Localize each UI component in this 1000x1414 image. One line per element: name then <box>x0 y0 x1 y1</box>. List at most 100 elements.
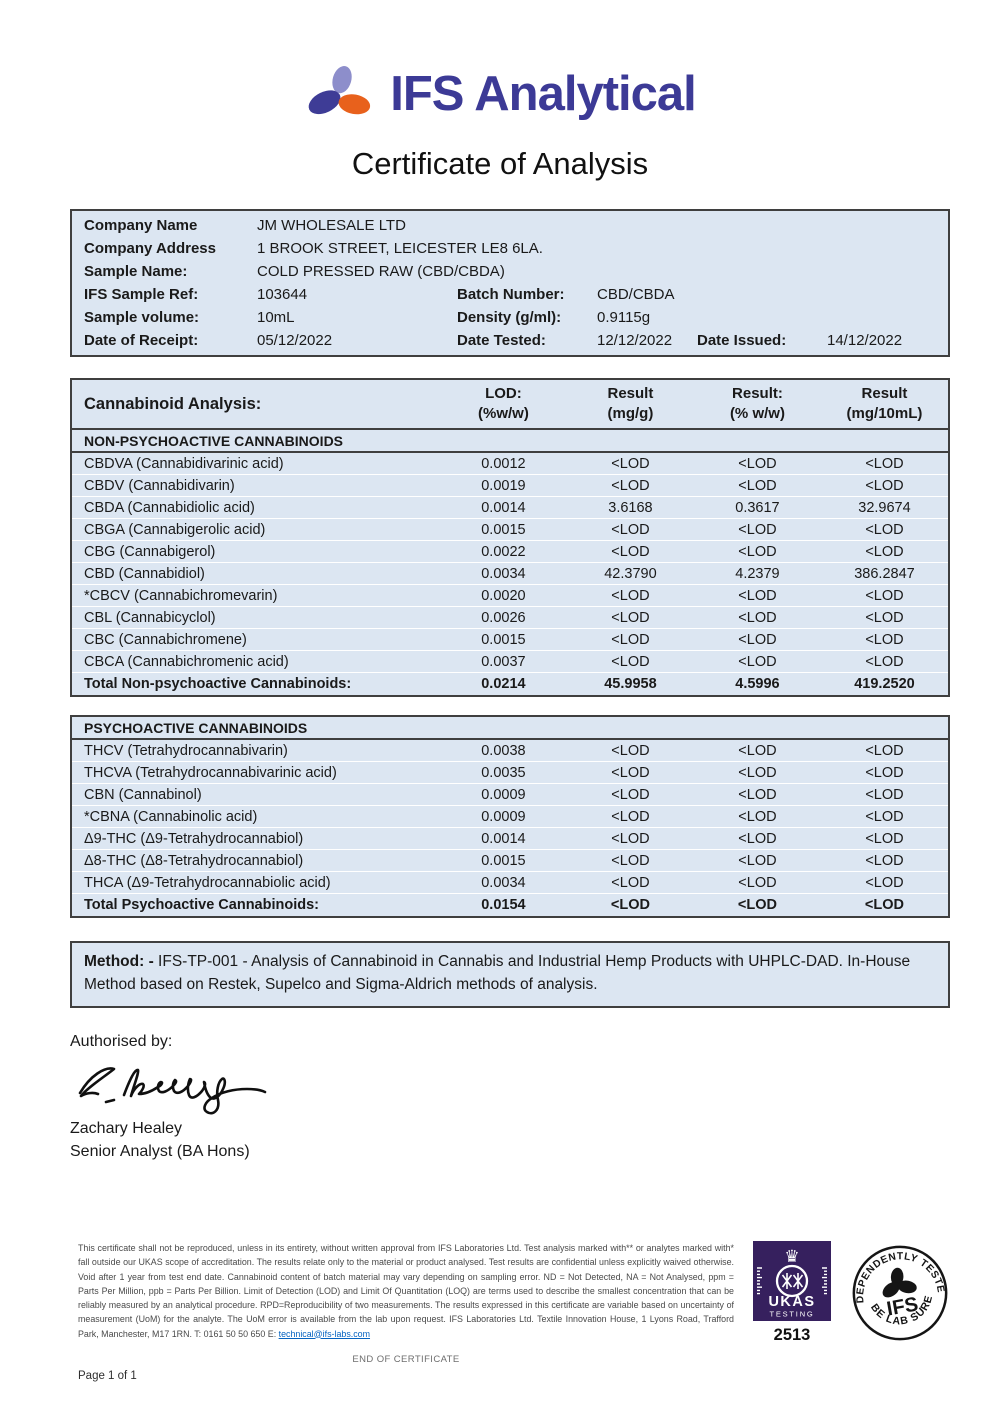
analyte-name: CBDA (Cannabidiolic acid) <box>84 499 255 516</box>
result-mg-g: <LOD <box>611 587 650 604</box>
end-of-certificate-label: END OF CERTIFICATE <box>352 1354 460 1365</box>
analyte-name: CBG (Cannabigerol) <box>84 543 216 560</box>
authorisation-block: Authorised by: Zachary Healey Senior Ana… <box>70 1030 1000 1164</box>
result-pct-ww: <LOD <box>738 587 777 604</box>
result-pct-ww: <LOD <box>738 786 777 803</box>
result-mg-g: <LOD <box>611 764 650 781</box>
non-psychoactive-rows: CBDVA (Cannabidivarinic acid) 0.0012 <LO… <box>72 453 948 695</box>
result-mg-g: <LOD <box>611 786 650 803</box>
lod-value: 0.0034 <box>481 565 526 582</box>
result-mg-g: <LOD <box>611 653 650 670</box>
technical-email-link[interactable]: technical@ifs-labs.com <box>278 1328 371 1339</box>
lod-value: 0.0038 <box>481 742 526 759</box>
analysis-table-row: *CBCV (Cannabichromevarin) 0.0020 <LOD <… <box>72 585 948 607</box>
analysis-table-title: Cannabinoid Analysis: <box>84 394 262 413</box>
result-mg-10ml: 419.2520 <box>854 676 915 692</box>
column-header-line: LOD: <box>485 384 522 402</box>
ukas-accreditation-number: 2513 <box>773 1326 811 1344</box>
result-mg-g: <LOD <box>611 852 650 869</box>
analysis-table-row: CBCA (Cannabichromenic acid) 0.0037 <LOD… <box>72 651 948 673</box>
ifs-logo-icon <box>308 66 371 115</box>
analysis-table-row: CBDVA (Cannabidivarinic acid) 0.0012 <LO… <box>72 453 948 475</box>
stamp-trefoil-icon <box>882 1267 917 1298</box>
column-header-line: Result <box>861 384 908 402</box>
brand-header: IFS Analytical <box>0 0 1000 126</box>
analysis-table-row: Δ8-THC (Δ8-Tetrahydrocannabiol) 0.0015 <… <box>72 850 948 872</box>
result-mg-g: <LOD <box>611 631 650 648</box>
result-mg-10ml: <LOD <box>864 897 904 913</box>
signatory-role: Senior Analyst (BA Hons) <box>70 1142 250 1160</box>
result-mg-10ml: <LOD <box>865 808 904 825</box>
analysis-table-row: CBC (Cannabichromene) 0.0015 <LOD <LOD <… <box>72 629 948 651</box>
result-mg-g: <LOD <box>611 521 650 538</box>
cannabinoid-analysis-table: Cannabinoid Analysis: LOD: (%w/w) Result… <box>70 378 950 697</box>
info-value: 05/12/2022 <box>257 332 333 349</box>
certificate-footer: This certificate shall not be reproduced… <box>78 1241 952 1382</box>
result-mg-10ml: <LOD <box>865 455 904 472</box>
result-pct-ww: <LOD <box>737 897 777 913</box>
result-pct-ww: <LOD <box>738 543 777 560</box>
analyte-name: THCV (Tetrahydrocannabivarin) <box>84 742 288 759</box>
column-header-result-mg10ml: Result (mg/10mL) <box>821 384 948 425</box>
result-mg-g: <LOD <box>611 742 650 759</box>
result-mg-10ml: <LOD <box>865 587 904 604</box>
info-value: CBD/CBDA <box>597 286 675 303</box>
lod-value: 0.0015 <box>481 631 526 648</box>
analyte-name: Total Psychoactive Cannabinoids: <box>84 897 320 913</box>
analysis-table-row: Total Non-psychoactive Cannabinoids: 0.0… <box>72 673 948 695</box>
result-pct-ww: 4.2379 <box>735 565 780 582</box>
analysis-table-row: CBDA (Cannabidiolic acid) 0.0014 3.6168 … <box>72 497 948 519</box>
signature-image <box>78 1066 267 1115</box>
result-pct-ww: <LOD <box>738 742 777 759</box>
result-mg-10ml: <LOD <box>865 521 904 538</box>
analyte-name: CBCA (Cannabichromenic acid) <box>84 653 289 670</box>
column-header-line: (% w/w) <box>729 405 785 422</box>
analyte-name: CBGA (Cannabigerolic acid) <box>84 521 266 538</box>
lod-value: 0.0014 <box>481 499 526 516</box>
column-header-result-mgg: Result (mg/g) <box>567 384 694 425</box>
result-pct-ww: <LOD <box>738 455 777 472</box>
ifs-tested-stamp: INDEPENDENTLY TESTED BE LAB SURE IFS <box>850 1243 948 1341</box>
result-mg-10ml: <LOD <box>865 742 904 759</box>
result-pct-ww: <LOD <box>738 764 777 781</box>
info-value: 0.9115g <box>597 309 651 326</box>
result-mg-10ml: <LOD <box>865 830 904 847</box>
info-value: 12/12/2022 <box>597 332 673 349</box>
lod-value: 0.0009 <box>481 808 526 825</box>
lod-value: 0.0154 <box>481 897 526 913</box>
result-mg-10ml: <LOD <box>865 786 904 803</box>
analyte-name: Δ8-THC (Δ8-Tetrahydrocannabiol) <box>84 852 304 869</box>
result-mg-g: <LOD <box>611 477 650 494</box>
info-label: Sample volume: <box>84 309 200 326</box>
result-mg-10ml: <LOD <box>865 764 904 781</box>
info-value: JM WHOLESALE LTD <box>257 217 406 234</box>
ukas-testing-label: TESTING <box>769 1310 814 1319</box>
info-value: COLD PRESSED RAW (CBD/CBDA) <box>257 263 505 280</box>
ukas-wordmark: UKAS <box>768 1294 815 1310</box>
ruler-ticks-left <box>757 1267 762 1295</box>
analysis-table-row: Total Psychoactive Cannabinoids: 0.0154 … <box>72 894 948 916</box>
info-label: Company Address <box>84 240 216 257</box>
result-mg-g: <LOD <box>611 609 650 626</box>
result-pct-ww: <LOD <box>738 808 777 825</box>
analyte-name: CBDV (Cannabidivarin) <box>84 477 235 494</box>
analyte-name: THCA (Δ9-Tetrahydrocannabiolic acid) <box>84 874 331 891</box>
lod-value: 0.0015 <box>481 521 526 538</box>
analysis-table-row: Δ9-THC (Δ9-Tetrahydrocannabiol) 0.0014 <… <box>72 828 948 850</box>
info-label: Density (g/ml): <box>457 309 562 326</box>
info-label: Date Issued: <box>697 332 787 349</box>
lod-value: 0.0015 <box>481 852 526 869</box>
result-pct-ww: 0.3617 <box>735 499 780 516</box>
crown-icon: ♛ <box>784 1247 799 1267</box>
result-mg-10ml: <LOD <box>865 631 904 648</box>
analysis-table-row: THCA (Δ9-Tetrahydrocannabiolic acid) 0.0… <box>72 872 948 894</box>
analyte-name: THCVA (Tetrahydrocannabivarinic acid) <box>84 764 337 781</box>
result-pct-ww: <LOD <box>738 852 777 869</box>
column-header-line: Result <box>607 384 654 402</box>
column-header-result-pct: Result: (% w/w) <box>694 384 821 425</box>
result-mg-10ml: <LOD <box>865 543 904 560</box>
analysis-table-row: CBG (Cannabigerol) 0.0022 <LOD <LOD <LOD <box>72 541 948 563</box>
lod-value: 0.0022 <box>481 543 526 560</box>
analyte-name: Total Non-psychoactive Cannabinoids: <box>84 676 352 692</box>
result-mg-g: <LOD <box>611 874 650 891</box>
